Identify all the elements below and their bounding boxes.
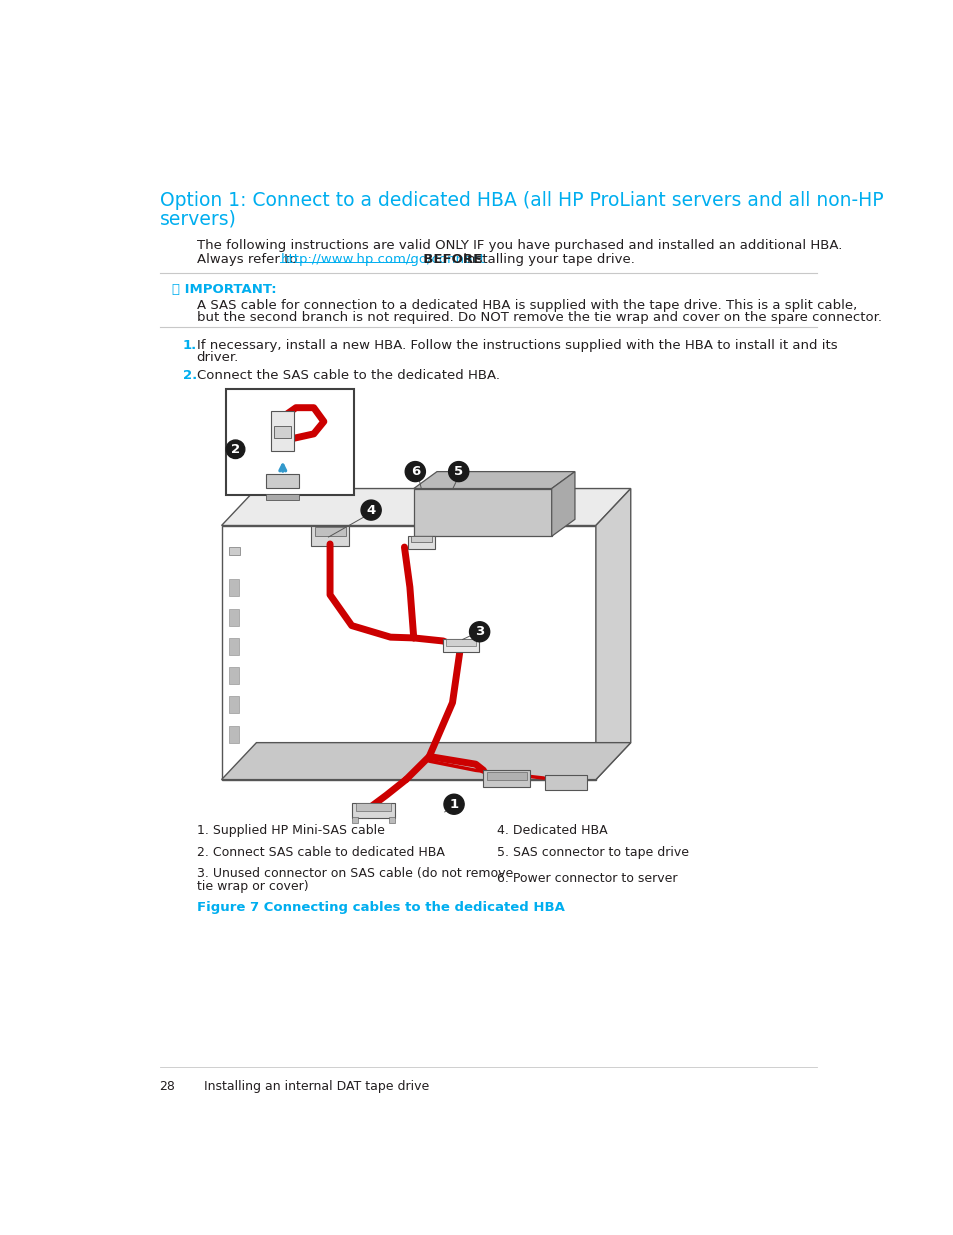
Bar xyxy=(266,494,298,500)
Bar xyxy=(352,803,395,818)
Text: 28: 28 xyxy=(159,1079,175,1093)
Bar xyxy=(311,526,348,546)
Text: 4. Dedicated HBA: 4. Dedicated HBA xyxy=(497,824,607,837)
Bar xyxy=(229,667,238,684)
Text: 4: 4 xyxy=(366,504,375,516)
Text: but the second branch is not required. Do NOT remove the tie wrap and cover on t: but the second branch is not required. D… xyxy=(196,311,881,325)
Text: 5: 5 xyxy=(454,466,463,478)
Bar xyxy=(414,489,551,536)
Bar xyxy=(408,536,435,548)
Text: 2.: 2. xyxy=(183,369,197,382)
Bar xyxy=(410,536,432,542)
Bar xyxy=(271,411,294,451)
Circle shape xyxy=(448,462,468,482)
Bar xyxy=(545,776,587,790)
Bar xyxy=(229,579,238,597)
Bar xyxy=(226,389,354,495)
Bar xyxy=(229,697,238,714)
Text: 3. Unused connector on SAS cable (do not remove: 3. Unused connector on SAS cable (do not… xyxy=(196,867,513,881)
Circle shape xyxy=(443,794,464,814)
Bar xyxy=(229,547,240,555)
Text: Figure 7 Connecting cables to the dedicated HBA: Figure 7 Connecting cables to the dedica… xyxy=(196,902,564,914)
Text: If necessary, install a new HBA. Follow the instructions supplied with the HBA t: If necessary, install a new HBA. Follow … xyxy=(196,340,837,352)
Text: BEFORE: BEFORE xyxy=(414,253,481,266)
Bar xyxy=(483,771,530,787)
Text: Installing an internal DAT tape drive: Installing an internal DAT tape drive xyxy=(204,1079,429,1093)
Bar xyxy=(314,527,345,536)
Text: Option 1: Connect to a dedicated HBA (all HP ProLiant servers and all non-HP: Option 1: Connect to a dedicated HBA (al… xyxy=(159,190,882,210)
Text: 6: 6 xyxy=(410,466,419,478)
Bar xyxy=(352,816,357,823)
Text: 2. Connect SAS cable to dedicated HBA: 2. Connect SAS cable to dedicated HBA xyxy=(196,846,444,858)
Text: 1. Supplied HP Mini-SAS cable: 1. Supplied HP Mini-SAS cable xyxy=(196,824,384,837)
Text: 1: 1 xyxy=(449,798,458,810)
Polygon shape xyxy=(221,489,630,526)
Bar xyxy=(389,816,395,823)
Polygon shape xyxy=(221,742,630,779)
Text: The following instructions are valid ONLY IF you have purchased and installed an: The following instructions are valid ONL… xyxy=(196,240,841,252)
Text: 6. Power connector to server: 6. Power connector to server xyxy=(497,872,678,885)
Polygon shape xyxy=(221,526,596,779)
Text: 2: 2 xyxy=(231,443,240,456)
Circle shape xyxy=(226,440,245,458)
Bar xyxy=(355,804,391,811)
Text: ⓘ IMPORTANT:: ⓘ IMPORTANT: xyxy=(172,283,276,296)
Text: 5. SAS connector to tape drive: 5. SAS connector to tape drive xyxy=(497,846,689,858)
Bar xyxy=(266,474,298,488)
Bar xyxy=(274,426,291,438)
Text: http://www.hp.com/go/connect: http://www.hp.com/go/connect xyxy=(280,253,485,266)
Text: installing your tape drive.: installing your tape drive. xyxy=(458,253,634,266)
Text: driver.: driver. xyxy=(196,352,239,364)
Text: servers): servers) xyxy=(159,210,236,228)
Text: Always refer to: Always refer to xyxy=(196,253,301,266)
Bar xyxy=(446,640,476,646)
Bar xyxy=(229,609,238,626)
Polygon shape xyxy=(596,489,630,779)
Text: tie wrap or cover): tie wrap or cover) xyxy=(196,879,308,893)
Bar xyxy=(443,640,478,652)
Circle shape xyxy=(469,621,489,642)
Bar xyxy=(229,638,238,655)
Polygon shape xyxy=(551,472,575,536)
Bar xyxy=(486,772,526,779)
Circle shape xyxy=(360,500,381,520)
Text: A SAS cable for connection to a dedicated HBA is supplied with the tape drive. T: A SAS cable for connection to a dedicate… xyxy=(196,299,856,312)
Circle shape xyxy=(405,462,425,482)
Polygon shape xyxy=(414,472,575,489)
Text: 3: 3 xyxy=(475,625,484,638)
Text: 1.: 1. xyxy=(183,340,197,352)
Bar xyxy=(229,726,238,742)
Text: Connect the SAS cable to the dedicated HBA.: Connect the SAS cable to the dedicated H… xyxy=(196,369,499,382)
